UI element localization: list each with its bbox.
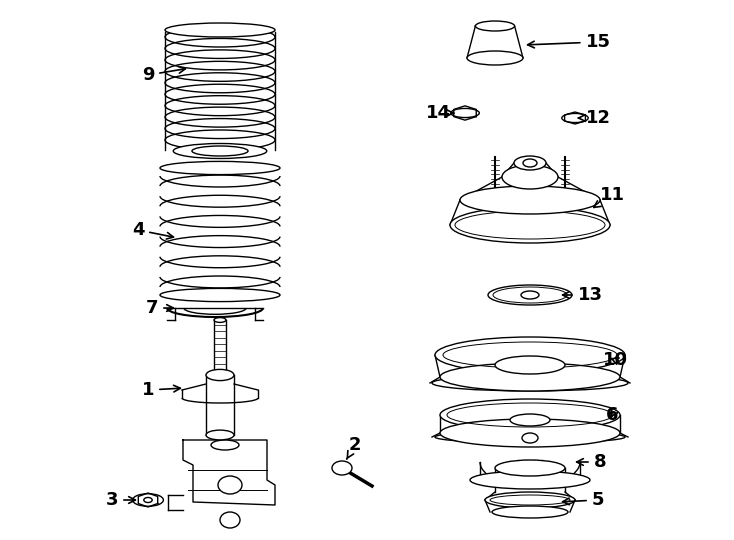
Text: 14: 14 xyxy=(426,104,454,122)
Ellipse shape xyxy=(133,494,164,507)
Ellipse shape xyxy=(160,161,280,174)
Ellipse shape xyxy=(206,369,234,381)
Ellipse shape xyxy=(460,186,600,214)
Ellipse shape xyxy=(206,430,234,440)
Ellipse shape xyxy=(488,285,572,305)
Polygon shape xyxy=(467,26,523,58)
Text: 1: 1 xyxy=(142,381,181,399)
Text: 11: 11 xyxy=(594,186,625,207)
Text: 2: 2 xyxy=(346,436,361,459)
Ellipse shape xyxy=(502,165,558,189)
Polygon shape xyxy=(564,112,586,124)
Ellipse shape xyxy=(562,113,588,123)
Ellipse shape xyxy=(432,375,628,391)
Ellipse shape xyxy=(495,356,565,374)
Ellipse shape xyxy=(514,156,546,170)
Ellipse shape xyxy=(485,492,575,508)
Ellipse shape xyxy=(522,433,538,443)
Ellipse shape xyxy=(218,476,242,494)
Ellipse shape xyxy=(173,144,266,159)
Text: 5: 5 xyxy=(563,491,604,509)
Ellipse shape xyxy=(523,159,537,167)
Ellipse shape xyxy=(214,318,226,322)
Ellipse shape xyxy=(521,291,539,299)
Ellipse shape xyxy=(435,337,625,373)
Text: 4: 4 xyxy=(131,221,173,239)
Text: 8: 8 xyxy=(577,453,606,471)
Polygon shape xyxy=(183,440,275,505)
Text: 15: 15 xyxy=(528,33,611,51)
Polygon shape xyxy=(454,106,476,120)
Text: 9: 9 xyxy=(142,66,186,84)
Ellipse shape xyxy=(451,109,479,118)
Ellipse shape xyxy=(476,21,515,31)
Text: 13: 13 xyxy=(563,286,603,304)
Text: 3: 3 xyxy=(106,491,135,509)
Ellipse shape xyxy=(467,51,523,65)
Ellipse shape xyxy=(144,497,152,503)
Ellipse shape xyxy=(211,440,239,450)
Ellipse shape xyxy=(440,419,620,447)
Ellipse shape xyxy=(440,363,620,391)
Polygon shape xyxy=(138,493,158,507)
Text: 7: 7 xyxy=(146,299,173,317)
Ellipse shape xyxy=(450,207,610,243)
Ellipse shape xyxy=(495,460,565,476)
Ellipse shape xyxy=(440,399,620,431)
Ellipse shape xyxy=(160,288,280,302)
Ellipse shape xyxy=(470,471,590,489)
Text: 12: 12 xyxy=(578,109,611,127)
Ellipse shape xyxy=(332,461,352,475)
Ellipse shape xyxy=(510,414,550,426)
Ellipse shape xyxy=(192,146,248,156)
Ellipse shape xyxy=(220,512,240,528)
Text: 6: 6 xyxy=(606,406,618,424)
Ellipse shape xyxy=(165,23,275,37)
Ellipse shape xyxy=(492,506,568,518)
Ellipse shape xyxy=(435,431,625,443)
Text: 10: 10 xyxy=(603,351,628,369)
